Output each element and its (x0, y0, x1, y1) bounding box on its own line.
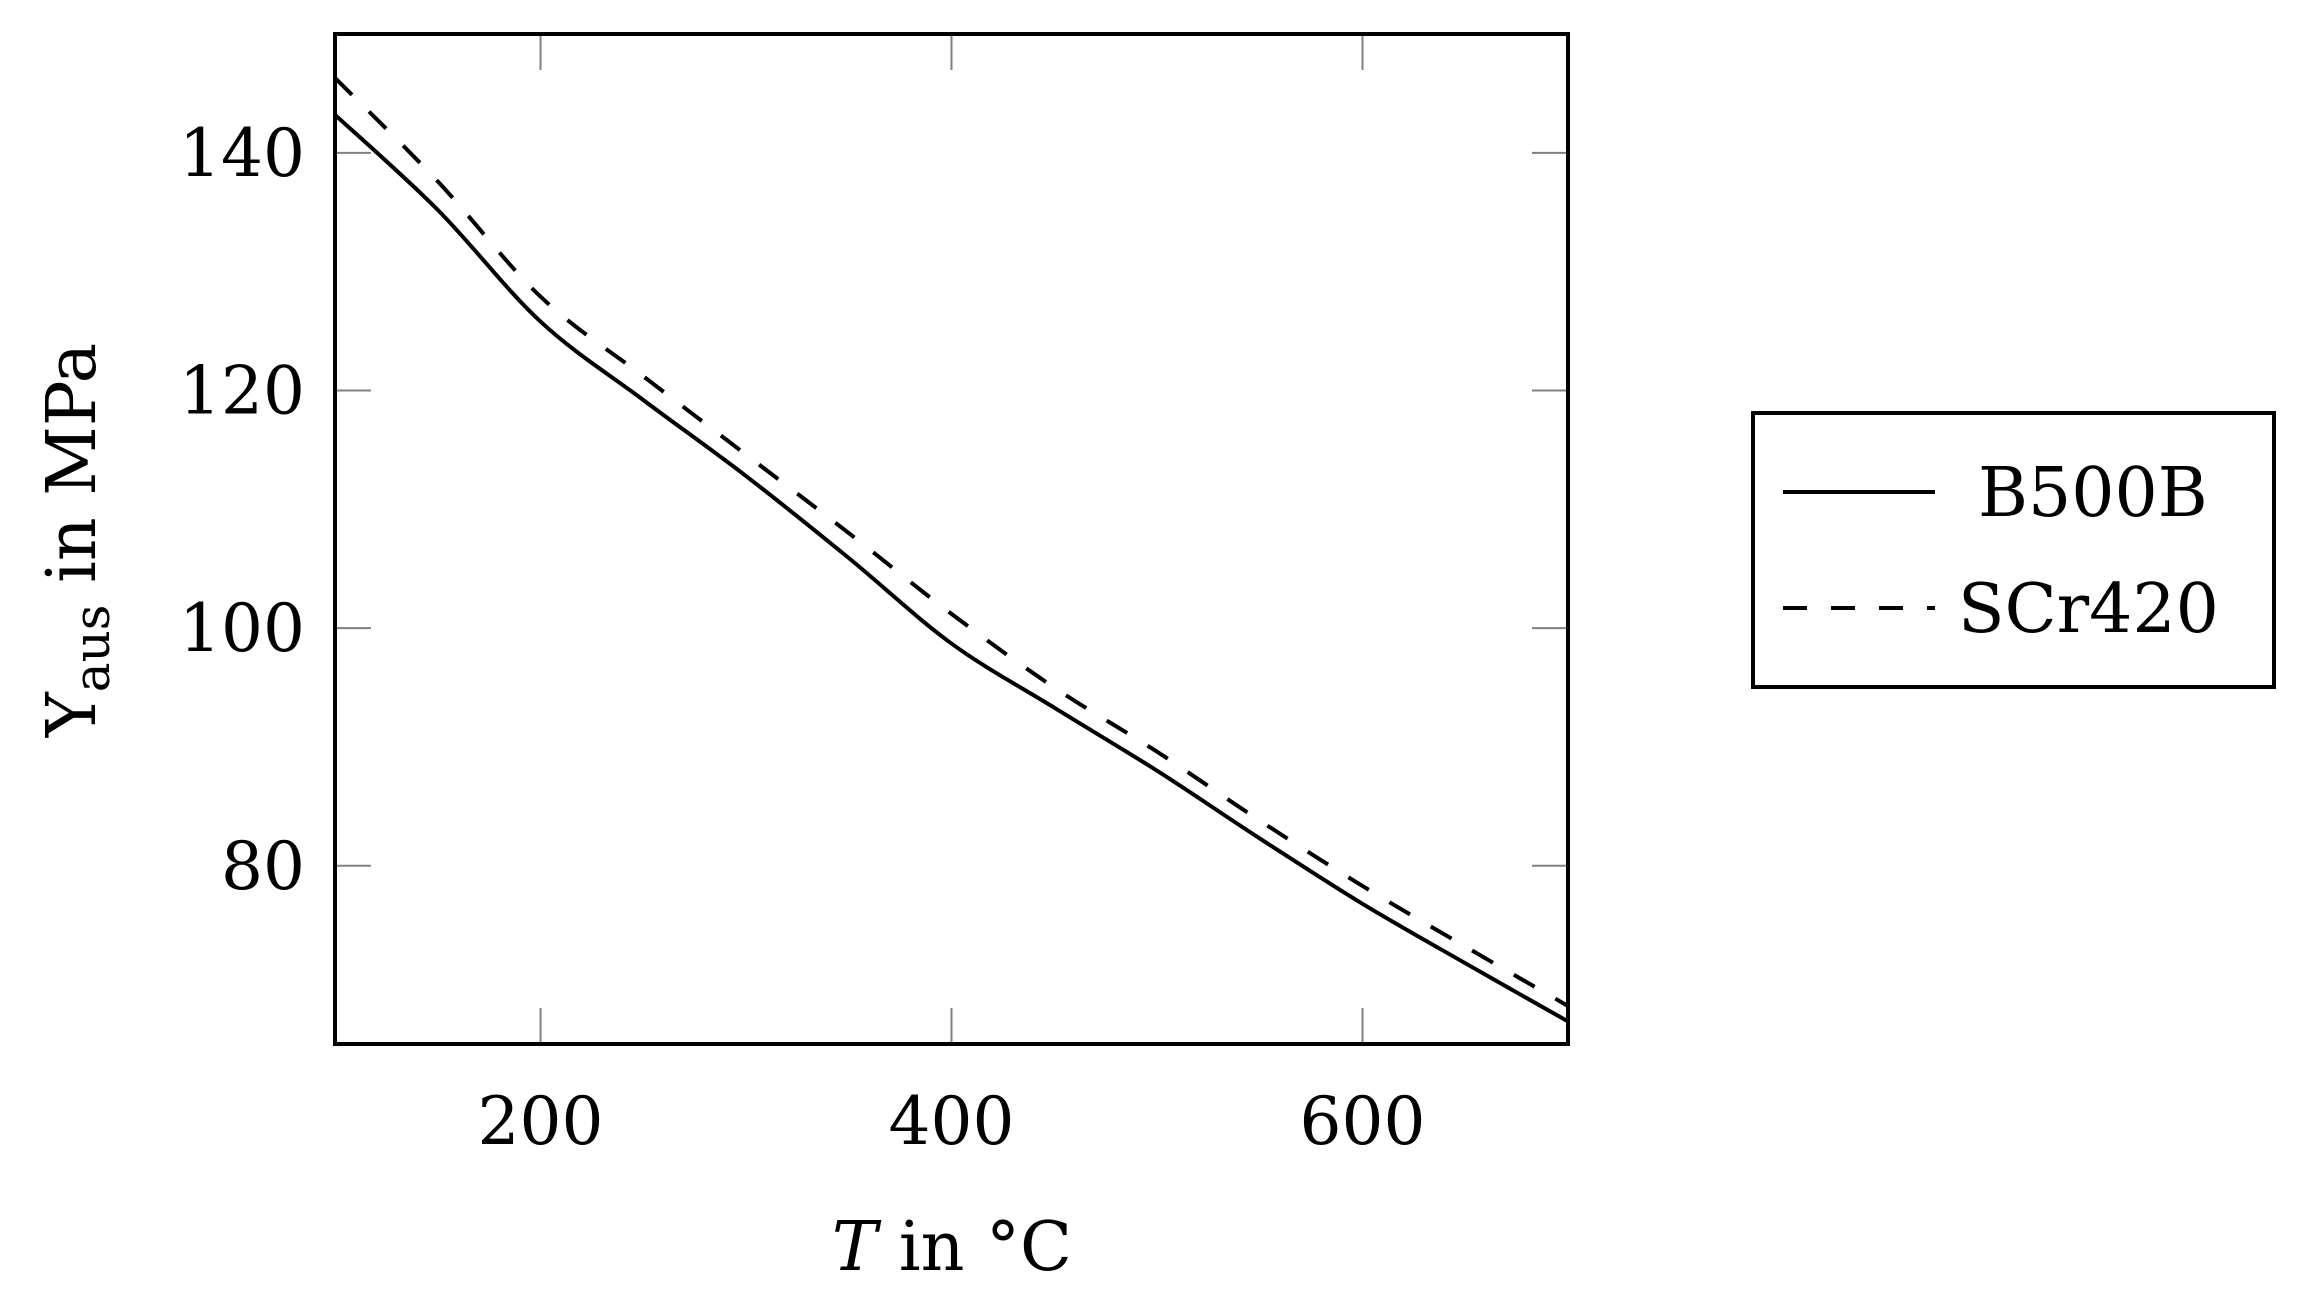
y-axis-label: Υaus in MPa (33, 343, 121, 738)
legend: B500B SCr420 (1751, 411, 2276, 689)
axis-ticks (335, 34, 1568, 1044)
tick-labels: 200 400 600 80 100 120 140 (179, 115, 1425, 1160)
y-tick-label: 80 (221, 828, 305, 905)
x-tick-label: 600 (1300, 1083, 1426, 1160)
legend-label-scr420: SCr420 (1958, 570, 2219, 649)
y-axis-label-unit: in MPa (33, 343, 112, 605)
legend-label-b500b: B500B (1978, 454, 2208, 533)
series-line-b500b (333, 113, 1569, 1024)
y-axis-label-subscript: aus (63, 605, 121, 693)
y-axis-label-symbol: Υ (33, 691, 112, 738)
plot-frame (333, 32, 1570, 1046)
x-tick-label: 200 (478, 1083, 604, 1160)
x-axis-label-unit: in °C (877, 1208, 1072, 1287)
x-axis-label-var: T (832, 1208, 882, 1287)
x-tick-label: 400 (889, 1083, 1015, 1160)
data-series (333, 76, 1570, 1024)
y-tick-label: 100 (179, 590, 305, 667)
y-tick-label: 140 (179, 115, 305, 192)
x-axis-label: T in °C (832, 1208, 1072, 1287)
series-line-scr420 (333, 76, 1570, 1008)
y-tick-label: 120 (179, 352, 305, 429)
legend-box (1751, 411, 2276, 689)
